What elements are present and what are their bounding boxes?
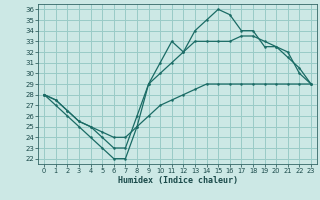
X-axis label: Humidex (Indice chaleur): Humidex (Indice chaleur)	[118, 176, 238, 185]
